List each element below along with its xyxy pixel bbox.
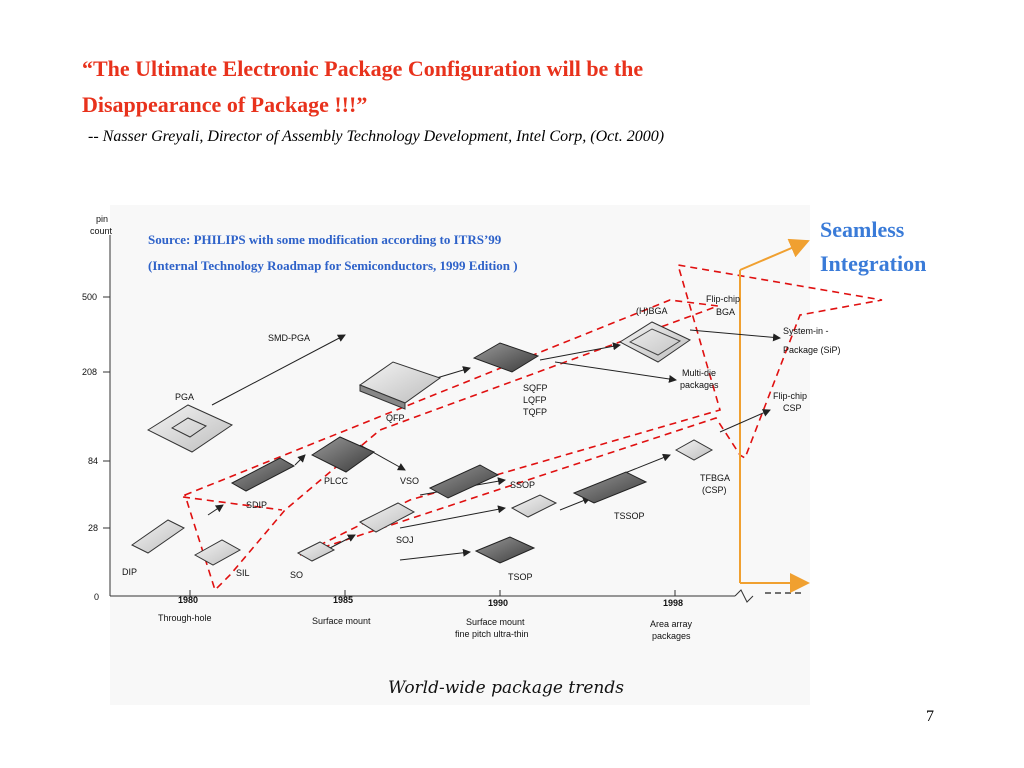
diagram-caption: World-wide package trends (388, 678, 624, 698)
page-number: 7 (926, 708, 934, 725)
label-sdip: SDIP (246, 500, 267, 510)
label-pga: PGA (175, 392, 194, 402)
label-flipchip-bga-2: BGA (716, 307, 735, 317)
pga-package (146, 404, 234, 453)
x-tick-1980: 1980 (178, 595, 198, 605)
label-dip: DIP (122, 567, 137, 577)
so-package (296, 541, 336, 562)
label-tsop: TSOP (508, 572, 533, 582)
quote-line-1: “The Ultimate Electronic Package Configu… (82, 56, 644, 81)
label-plcc: PLCC (324, 476, 349, 486)
x-tick-1998: 1998 (663, 598, 683, 608)
x-sub-1985: Surface mount (312, 616, 371, 626)
x-tick-1990: 1990 (488, 598, 508, 608)
label-flipchip-csp-1: Flip-chip (773, 391, 807, 401)
hbga-package (618, 321, 691, 363)
label-vso: VSO (400, 476, 419, 486)
dashed-outlines (182, 263, 883, 592)
y-axis-title-2: count (90, 226, 113, 236)
sil-package (193, 539, 242, 566)
label-lqfp: LQFP (523, 395, 547, 405)
label-sip-1: System-in - (783, 326, 829, 336)
dip-package (131, 519, 185, 554)
label-soj: SOJ (396, 535, 414, 545)
seamless-label-2: Integration (820, 251, 927, 276)
y-tick-0: 0 (94, 592, 99, 602)
plcc-package (310, 436, 376, 473)
label-ssop: SSOP (510, 480, 535, 490)
y-tick-28: 28 (88, 523, 98, 533)
quote-attribution: -- Nasser Greyali, Director of Assembly … (88, 128, 665, 145)
label-flipchip-csp-2: CSP (783, 403, 802, 413)
quote-line-2: Disappearance of Package !!!” (82, 92, 368, 117)
label-tfbga-1: TFBGA (700, 473, 730, 483)
label-sil: SIL (236, 568, 250, 578)
label-tfbga-2: (CSP) (702, 485, 727, 495)
source-line-1: Source: PHILIPS with some modification a… (148, 232, 502, 247)
label-sip-2: Package (SiP) (783, 345, 841, 355)
x-tick-1985: 1985 (333, 595, 353, 605)
label-tssop: TSSOP (614, 511, 645, 521)
source-line-2: (Internal Technology Roadmap for Semicon… (148, 258, 518, 273)
tfbga-package (674, 439, 714, 461)
soj-package (358, 502, 416, 533)
x-sub-1990-1: Surface mount (466, 617, 525, 627)
tssop-package (572, 471, 648, 504)
x-sub-1998-2: packages (652, 631, 691, 641)
seamless-arrows (739, 238, 810, 593)
y-axis-title-1: pin (96, 214, 108, 224)
sqfp-package (472, 342, 540, 373)
axes (103, 235, 805, 603)
vso-package (428, 464, 500, 499)
x-sub-1990-2: fine pitch ultra-thin (455, 629, 529, 639)
label-flipchip-bga-1: Flip-chip (706, 294, 740, 304)
label-hbga: (H)BGA (636, 306, 668, 316)
label-tqfp: TQFP (523, 407, 547, 417)
y-tick-208: 208 (82, 367, 97, 377)
seamless-label-1: Seamless (820, 217, 905, 242)
label-qfp: QFP (386, 413, 405, 423)
qfp-package (358, 361, 442, 410)
y-tick-500: 500 (82, 292, 97, 302)
label-multidie-2: packages (680, 380, 719, 390)
label-sqfp: SQFP (523, 383, 548, 393)
label-so: SO (290, 570, 303, 580)
x-sub-1998-1: Area array (650, 619, 693, 629)
label-multidie-1: Multi-die (682, 368, 716, 378)
ssop-package (510, 494, 558, 518)
sdip-package (230, 457, 296, 492)
tsop-package (474, 536, 536, 564)
y-tick-84: 84 (88, 456, 98, 466)
x-sub-1980: Through-hole (158, 613, 212, 623)
label-smd-pga: SMD-PGA (268, 333, 310, 343)
